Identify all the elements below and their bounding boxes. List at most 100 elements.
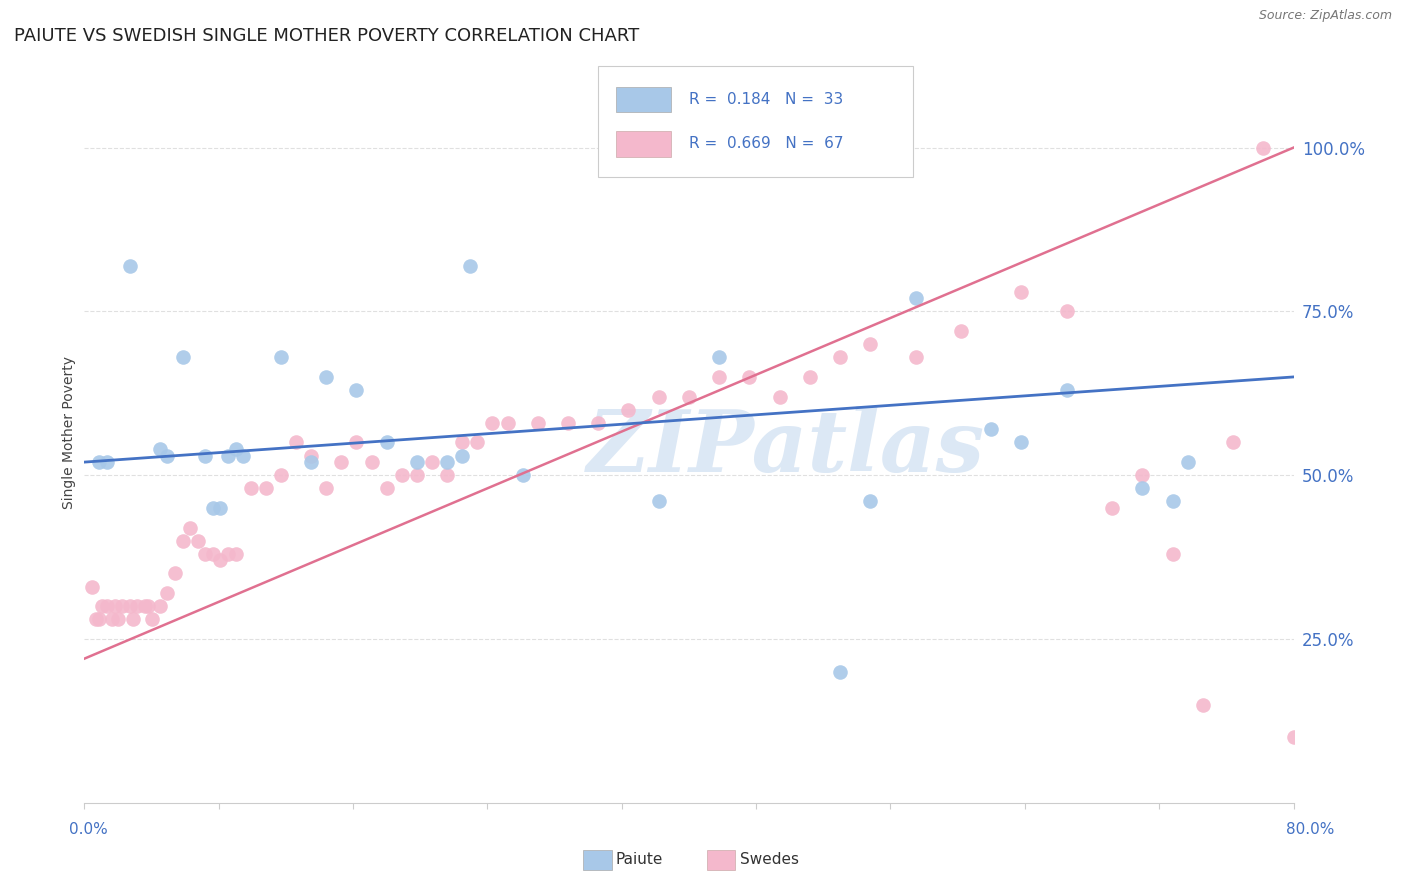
Point [1282,731,1305,745]
Point [904,351,927,365]
Point [136,599,159,614]
Point [254,481,277,495]
Point [1011,285,1033,299]
Text: 0.0%: 0.0% [69,822,108,837]
Point [648,390,671,404]
Point [91,599,114,614]
Point [436,455,458,469]
Point [557,416,579,430]
Point [375,481,398,495]
Point [149,442,172,456]
Point [1011,435,1033,450]
Point [89,455,111,469]
Point [859,494,882,508]
Point [1253,140,1275,154]
Point [201,547,224,561]
Y-axis label: Single Mother Poverty: Single Mother Poverty [62,356,76,509]
Point [165,566,187,581]
Point [134,599,156,614]
Point [1192,698,1215,712]
Point [346,383,368,397]
Point [172,351,194,365]
Point [496,416,519,430]
Point [1101,500,1123,515]
Text: Paiute: Paiute [616,853,664,867]
Point [118,259,141,273]
Point [467,435,489,450]
Point [436,468,458,483]
Point [360,455,382,469]
Point [104,599,127,614]
Point [118,599,141,614]
Point [285,435,308,450]
Point [179,521,201,535]
Point [859,337,882,351]
Point [588,416,610,430]
Point [648,494,671,508]
Point [194,547,217,561]
Point [232,449,254,463]
Point [86,612,108,626]
Point [111,599,134,614]
Text: R =  0.184   N =  33: R = 0.184 N = 33 [689,92,844,107]
Point [458,259,481,273]
Text: Swedes: Swedes [740,853,799,867]
Point [270,351,292,365]
Point [270,468,292,483]
Point [172,533,194,548]
Text: 80.0%: 80.0% [1286,822,1334,837]
Point [375,435,398,450]
Point [209,553,232,567]
Point [950,324,973,338]
Point [904,291,927,305]
Point [217,449,239,463]
Point [107,612,129,626]
FancyBboxPatch shape [616,131,671,157]
Point [209,500,232,515]
Point [709,370,731,384]
Point [299,449,322,463]
Point [141,612,163,626]
Point [527,416,550,430]
Point [217,547,239,561]
Point [225,547,247,561]
Text: PAIUTE VS SWEDISH SINGLE MOTHER POVERTY CORRELATION CHART: PAIUTE VS SWEDISH SINGLE MOTHER POVERTY … [14,27,640,45]
Point [299,455,322,469]
Point [1132,481,1154,495]
Point [187,533,209,548]
FancyBboxPatch shape [599,66,912,178]
Point [149,599,172,614]
Text: Source: ZipAtlas.com: Source: ZipAtlas.com [1258,9,1392,22]
Point [512,468,534,483]
Point [451,449,474,463]
Point [100,612,122,626]
Point [830,351,852,365]
Point [1056,304,1078,318]
Point [1161,494,1184,508]
Text: R =  0.669   N =  67: R = 0.669 N = 67 [689,136,844,152]
Point [315,481,337,495]
Point [225,442,247,456]
Point [315,370,337,384]
Point [769,390,792,404]
Point [678,390,700,404]
Point [121,612,143,626]
Point [96,455,118,469]
Point [617,402,640,417]
Point [799,370,821,384]
Point [420,455,443,469]
Point [451,435,474,450]
Point [156,449,179,463]
Point [738,370,761,384]
Point [239,481,262,495]
Text: ZIPatlas: ZIPatlas [586,406,984,489]
Point [89,612,111,626]
Point [1056,383,1078,397]
Point [391,468,413,483]
Point [406,468,429,483]
Point [709,351,731,365]
Point [406,455,429,469]
Point [96,599,118,614]
Point [330,455,353,469]
Point [194,449,217,463]
